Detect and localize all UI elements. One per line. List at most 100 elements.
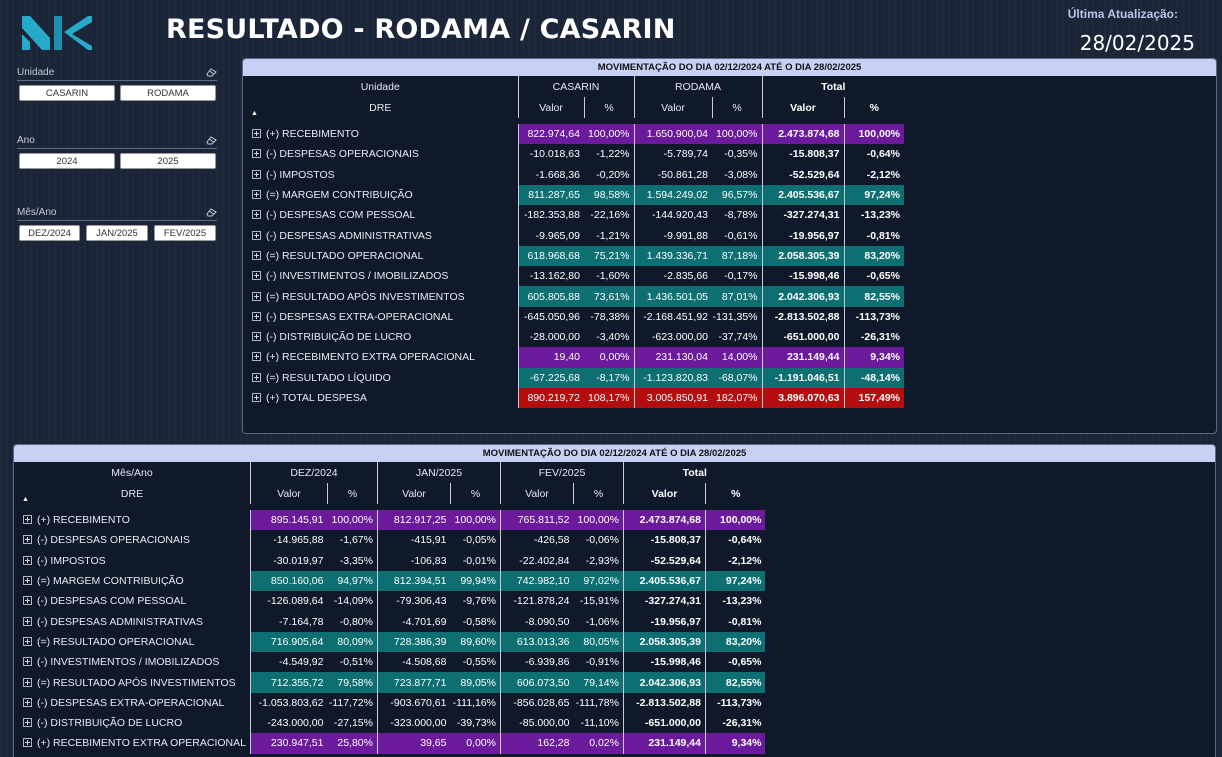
expand-plus-icon[interactable] bbox=[252, 311, 261, 321]
percent-cell: 100,00% bbox=[573, 510, 624, 531]
slicer-option-casarin[interactable]: CASARIN bbox=[19, 85, 115, 101]
expand-plus-icon[interactable] bbox=[252, 210, 261, 220]
total-header: Total bbox=[622, 462, 766, 483]
expand-plus-icon[interactable] bbox=[252, 149, 261, 159]
table-row[interactable]: (+) RECEBIMENTO EXTRA OPERACIONAL 19,40 0,… bbox=[243, 347, 904, 368]
value-cell: 19,40 bbox=[517, 347, 584, 368]
percent-cell: 100,00% bbox=[450, 510, 501, 531]
table-row[interactable]: (-) DESPESAS ADMINISTRATIVAS -9.965,09 -1,… bbox=[243, 225, 904, 246]
eraser-icon[interactable] bbox=[206, 208, 217, 217]
table-row[interactable]: (-) DISTRIBUIÇÃO DE LUCRO -28.000,00 -3,40… bbox=[243, 326, 904, 348]
row-label: (+) TOTAL DESPESA bbox=[266, 392, 367, 404]
table-row[interactable]: (-) IMPOSTOS -30.019,97 -3,35% -106,83 -0,01… bbox=[14, 550, 766, 571]
column-group-header: RODAMA bbox=[633, 76, 762, 97]
table-row[interactable]: (=) MARGEM CONTRIBUIÇÃO 811.287,65 98,58% 1… bbox=[243, 184, 904, 206]
table-row[interactable]: (=) RESULTADO OPERACIONAL 716.905,64 80,09… bbox=[14, 631, 766, 653]
eraser-icon[interactable] bbox=[206, 136, 217, 145]
percent-cell: -37,74% bbox=[718, 331, 758, 344]
table-row[interactable]: (-) DESPESAS COM PESSOAL -182.353,88 -22,1… bbox=[243, 205, 904, 226]
expand-plus-icon[interactable] bbox=[252, 291, 261, 301]
table-row[interactable]: (+) RECEBIMENTO 822.974,64 100,00% 1.650.90… bbox=[243, 124, 904, 145]
table-row[interactable]: (=) RESULTADO APÓS INVESTIMENTOS 605.805,… bbox=[243, 286, 904, 307]
percent-cell: -1,60% bbox=[596, 270, 630, 283]
table-row[interactable]: (-) DESPESAS EXTRA-OPERACIONAL -1.053.803… bbox=[14, 692, 766, 713]
value-cell: -6.939,86 bbox=[499, 652, 574, 673]
table-row[interactable]: (+) TOTAL DESPESA 890.219,72 108,17% 3.005.… bbox=[243, 387, 904, 409]
valor-header: Valor bbox=[517, 97, 584, 118]
sort-ascending-icon[interactable]: ▲ bbox=[251, 110, 258, 117]
expand-plus-icon[interactable] bbox=[23, 596, 32, 606]
expand-plus-icon[interactable] bbox=[23, 718, 32, 728]
row-label-cell: (=) RESULTADO APÓS INVESTIMENTOS bbox=[243, 286, 518, 306]
expand-plus-icon[interactable] bbox=[23, 738, 32, 748]
slicer-option-jan-2025[interactable]: JAN/2025 bbox=[86, 225, 148, 241]
row-label-cell: (-) DISTRIBUIÇÃO DE LUCRO bbox=[14, 713, 250, 733]
expand-plus-icon[interactable] bbox=[23, 636, 32, 646]
slicer-option-dez-2024[interactable]: DEZ/2024 bbox=[19, 225, 80, 241]
expand-plus-icon[interactable] bbox=[252, 271, 261, 281]
row-label-cell: (=) RESULTADO OPERACIONAL bbox=[14, 632, 250, 652]
slicer-option-2024[interactable]: 2024 bbox=[19, 153, 115, 169]
row-field-header[interactable]: DRE ▲ bbox=[14, 483, 250, 504]
expand-plus-icon[interactable] bbox=[23, 576, 32, 586]
expand-plus-icon[interactable] bbox=[23, 657, 32, 667]
expand-plus-icon[interactable] bbox=[252, 393, 261, 402]
table-row[interactable]: (=) RESULTADO APÓS INVESTIMENTOS 712.355,… bbox=[14, 672, 766, 693]
expand-plus-icon[interactable] bbox=[23, 535, 32, 545]
total-value-cell: -15.808,37 bbox=[622, 530, 706, 551]
eraser-icon[interactable] bbox=[206, 68, 217, 77]
percent-cell: -0,35% bbox=[724, 148, 758, 161]
total-value-cell: -52.529,64 bbox=[622, 550, 706, 571]
table-row[interactable]: (-) DISTRIBUIÇÃO DE LUCRO -243.000,00 -27,… bbox=[14, 712, 766, 734]
table-row[interactable]: (=) RESULTADO OPERACIONAL 618.968,68 75,21… bbox=[243, 245, 904, 267]
expand-plus-icon[interactable] bbox=[23, 515, 32, 525]
percent-cell: -39,73% bbox=[456, 717, 496, 730]
table-row[interactable]: (+) RECEBIMENTO EXTRA OPERACIONAL 230.947… bbox=[14, 733, 766, 754]
table-row[interactable]: (-) DESPESAS OPERACIONAIS -14.965,88 -1,67… bbox=[14, 530, 766, 551]
table-row[interactable]: (-) IMPOSTOS -1.668,36 -0,20% -50.861,28 -3,… bbox=[243, 164, 904, 185]
value-cell: -2.168.451,92 bbox=[633, 306, 712, 327]
percent-cell: 89,05% bbox=[450, 672, 501, 693]
valor-header: Valor bbox=[499, 483, 574, 504]
row-label-cell: (-) DESPESAS COM PESSOAL bbox=[14, 591, 250, 611]
row-label: (+) RECEBIMENTO EXTRA OPERACIONAL bbox=[37, 737, 246, 750]
value-cell: -903.670,61 bbox=[376, 692, 451, 713]
matrix-mes-ano: MOVIMENTAÇÃO DO DIA 02/12/2024 ATÉ O DIA… bbox=[13, 444, 1216, 757]
row-label: (-) DESPESAS EXTRA-OPERACIONAL bbox=[37, 696, 225, 709]
total-value-cell: 2.473.874,68 bbox=[622, 510, 706, 531]
expand-plus-icon[interactable] bbox=[252, 129, 261, 139]
total-percent-cell: -0,65% bbox=[843, 266, 904, 287]
table-row[interactable]: (=) MARGEM CONTRIBUIÇÃO 850.160,06 94,97% 8… bbox=[14, 570, 766, 592]
total-value-cell: -651.000,00 bbox=[622, 712, 706, 734]
expand-plus-icon[interactable] bbox=[252, 352, 261, 362]
sort-ascending-icon[interactable]: ▲ bbox=[22, 496, 29, 503]
expand-plus-icon[interactable] bbox=[252, 169, 261, 179]
expand-plus-icon[interactable] bbox=[23, 555, 32, 565]
table-row[interactable]: (-) INVESTIMENTOS / IMOBILIZADOS -4.549,9… bbox=[14, 652, 766, 673]
table-row[interactable]: (-) DESPESAS ADMINISTRATIVAS -7.164,78 -0,… bbox=[14, 611, 766, 632]
table-row[interactable]: (+) RECEBIMENTO 895.145,91 100,00% 812.917,… bbox=[14, 510, 766, 531]
expand-plus-icon[interactable] bbox=[252, 332, 261, 342]
matrix-title: MOVIMENTAÇÃO DO DIA 02/12/2024 ATÉ O DIA… bbox=[14, 445, 1215, 462]
expand-plus-icon[interactable] bbox=[252, 230, 261, 240]
total-value-cell: 2.405.536,67 bbox=[622, 570, 706, 592]
slicer-option-fev-2025[interactable]: FEV/2025 bbox=[154, 225, 216, 241]
table-row[interactable]: (-) DESPESAS EXTRA-OPERACIONAL -645.050,9… bbox=[243, 306, 904, 327]
table-row[interactable]: (-) INVESTIMENTOS / IMOBILIZADOS -13.162,… bbox=[243, 266, 904, 287]
expand-plus-icon[interactable] bbox=[252, 250, 261, 260]
percent-cell: 100,00% bbox=[327, 510, 378, 531]
slicer-option-rodama[interactable]: RODAMA bbox=[120, 85, 216, 101]
expand-plus-icon[interactable] bbox=[252, 372, 261, 382]
row-label: (-) IMPOSTOS bbox=[37, 554, 106, 567]
table-row[interactable]: (=) RESULTADO LÍQUIDO -67.225,68 -8,17% -1.… bbox=[243, 367, 904, 388]
table-row[interactable]: (-) DESPESAS OPERACIONAIS -10.018,63 -1,22… bbox=[243, 144, 904, 165]
value-cell: 39,65 bbox=[376, 733, 451, 754]
table-row[interactable]: (-) DESPESAS COM PESSOAL -126.089,64 -14,0… bbox=[14, 591, 766, 612]
expand-plus-icon[interactable] bbox=[23, 697, 32, 707]
value-cell: 606.073,50 bbox=[499, 672, 574, 693]
expand-plus-icon[interactable] bbox=[252, 190, 261, 200]
expand-plus-icon[interactable] bbox=[23, 677, 32, 687]
slicer-option-2025[interactable]: 2025 bbox=[120, 153, 216, 169]
expand-plus-icon[interactable] bbox=[23, 616, 32, 626]
row-field-header[interactable]: DRE ▲ bbox=[243, 97, 518, 118]
